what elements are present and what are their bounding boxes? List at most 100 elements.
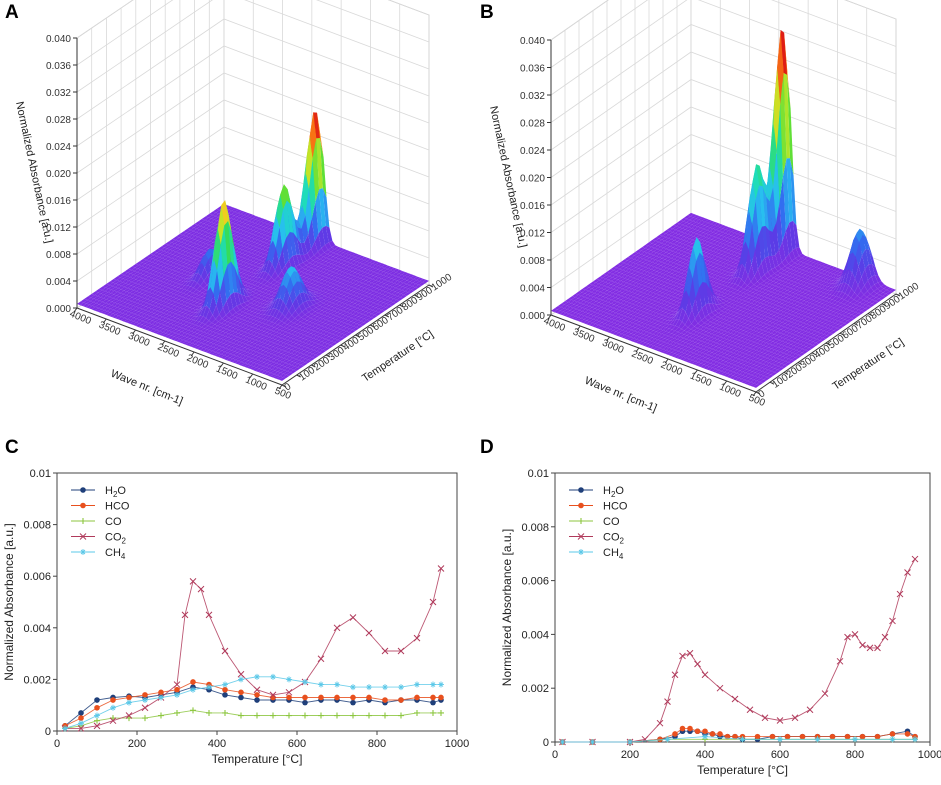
surface-cell: [773, 354, 780, 358]
surface-cell: [793, 305, 801, 309]
surface-cell: [377, 282, 385, 287]
surface-cell: [274, 276, 281, 282]
surface-cell: [254, 360, 261, 364]
surface-cell: [722, 267, 729, 271]
surface-cell: [349, 279, 357, 284]
surface-cell: [235, 221, 243, 225]
surface-cell: [722, 248, 729, 252]
surface-cell: [834, 305, 841, 310]
surface-cell: [181, 317, 188, 321]
surface-cell: [288, 346, 296, 350]
surface-cell: [278, 271, 285, 280]
surface-cell: [821, 323, 829, 328]
surface-cell: [686, 216, 694, 220]
surface-cell: [242, 324, 250, 329]
surface-cell: [233, 216, 241, 221]
surface-cell: [777, 291, 784, 296]
surface-cell: [237, 334, 244, 339]
surface-cell: [173, 291, 181, 295]
surface-cell: [797, 265, 804, 269]
surface-cell: [280, 285, 287, 301]
surface-cell: [745, 332, 753, 337]
surface-cell: [236, 248, 243, 253]
surface-cell: [376, 305, 383, 309]
surface-cell: [779, 353, 787, 357]
surface-cell: [747, 303, 754, 307]
surface-cell: [171, 286, 179, 291]
surface-cell: [131, 314, 138, 318]
surface-cell: [170, 324, 177, 329]
surface-cell: [836, 274, 844, 286]
surface-cell: [337, 321, 345, 326]
surface-cell: [175, 268, 182, 273]
surface-cell: [322, 188, 330, 228]
surface-cell: [161, 305, 168, 310]
surface-cell: [742, 331, 750, 336]
surface-cell: [274, 286, 281, 302]
surface-cell: [159, 313, 167, 317]
surface-cell: [257, 330, 264, 334]
surface-cell: [187, 286, 194, 292]
surface-cell: [359, 263, 366, 268]
surface-cell: [622, 290, 629, 294]
surface-cell: [775, 302, 782, 306]
surface-cell: [248, 295, 256, 300]
surface-cell: [773, 331, 781, 336]
surface-cell: [262, 367, 269, 371]
surface-cell: [188, 250, 196, 254]
surface-cell: [754, 336, 762, 340]
surface-cell: [357, 274, 364, 279]
surface-cell: [715, 249, 723, 254]
surface-cell: [188, 234, 196, 239]
surface-cell: [311, 293, 319, 297]
surface-cell: [191, 297, 198, 302]
surface-cell: [330, 249, 338, 253]
surface-cell: [659, 251, 666, 255]
surface-cell: [803, 305, 810, 309]
surface-cell: [787, 284, 795, 288]
surface-cell: [769, 337, 777, 342]
surface-cell: [123, 303, 131, 308]
surface-cell: [154, 295, 161, 299]
surface-cell: [269, 284, 277, 289]
surface-cell: [720, 277, 727, 282]
surface-cell: [329, 330, 337, 334]
surface-cell: [256, 287, 264, 291]
surface-cell: [385, 292, 392, 297]
surface-cell: [185, 311, 193, 315]
surface-cell: [193, 282, 201, 290]
surface-cell: [661, 256, 669, 260]
surface-cell: [723, 297, 730, 302]
surface-cell: [312, 351, 320, 355]
surface-cell: [653, 290, 660, 294]
surface-cell: [669, 247, 676, 252]
surface-cell: [137, 281, 145, 286]
surface-cell: [317, 248, 325, 256]
surface-cell: [784, 283, 792, 287]
surface-cell: [172, 267, 179, 271]
surface-cell: [207, 259, 215, 292]
surface-cell: [844, 317, 852, 321]
surface-cell: [227, 214, 235, 219]
surface-cell: [320, 252, 328, 257]
surface-cell: [194, 221, 202, 226]
surface-cell: [681, 251, 688, 256]
surface-cell: [775, 283, 782, 288]
surface-cell: [311, 342, 319, 347]
wave-tick: [73, 307, 78, 313]
surface-cell: [263, 348, 270, 352]
surface-cell: [743, 290, 750, 294]
surface-cell: [721, 331, 728, 335]
surface-cell: [236, 304, 244, 311]
surface-cell: [738, 341, 745, 345]
surface-cell: [671, 274, 678, 279]
surface-cell: [835, 317, 842, 321]
surface-cell: [723, 256, 731, 261]
surface-cell: [401, 287, 409, 292]
surface-cell: [837, 306, 844, 311]
surface-cell: [280, 323, 288, 328]
surface-cell: [731, 269, 738, 273]
surface-cell: [796, 268, 803, 273]
surface-cell: [121, 302, 128, 307]
surface-cell: [327, 294, 335, 299]
